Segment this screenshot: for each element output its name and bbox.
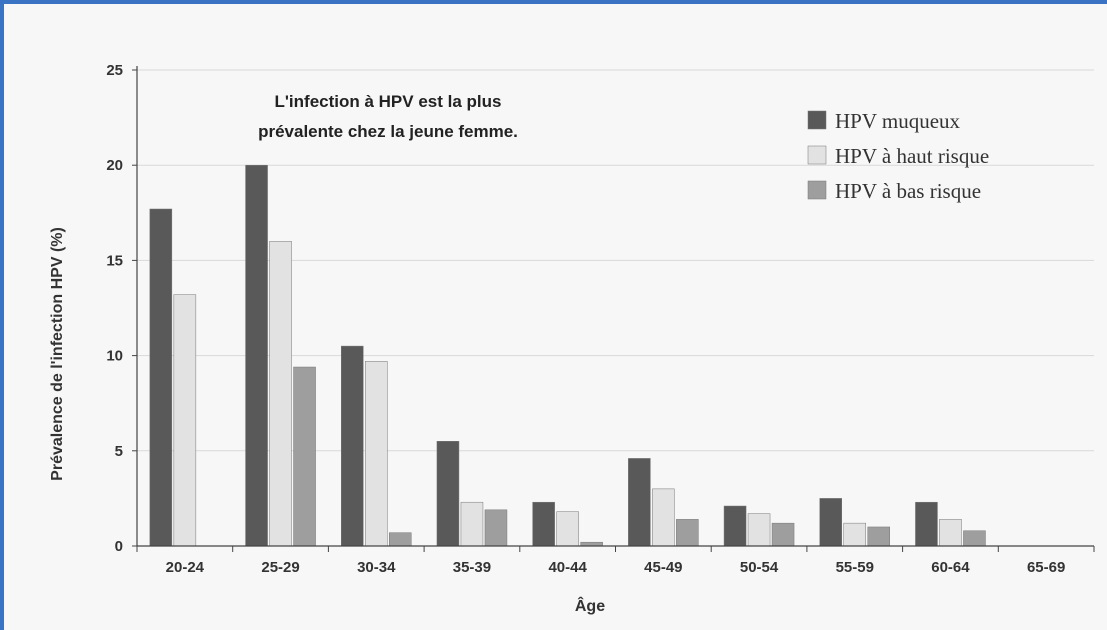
bar (245, 164, 268, 547)
legend-swatch (807, 110, 827, 130)
bar (436, 441, 460, 547)
bar (149, 208, 173, 547)
bar (747, 513, 771, 547)
x-tick-labels: 20-24 25-29 30-34 35-39 40-44 45-49 50-54 55-59… (166, 559, 1066, 576)
bar (484, 509, 508, 547)
x-axis-title: Âge (575, 596, 605, 615)
bar (771, 522, 795, 547)
bar (915, 501, 938, 547)
legend-label: HPV à bas risque (835, 179, 981, 203)
bar-chart: 0 5 10 15 20 25 20-24 25-29 30-34 35-39 40-44 45-4… (49, 62, 1095, 615)
bar (652, 488, 675, 547)
x-tick-label: 20-24 (166, 559, 205, 576)
bar (963, 530, 986, 547)
gridlines (137, 69, 1094, 452)
y-tick-labels: 0 5 10 15 20 25 (106, 62, 123, 555)
legend: HPV muqueux HPV à haut risque HPV à bas ri… (807, 109, 989, 203)
bar (819, 498, 842, 547)
bar (293, 366, 316, 547)
y-tick-label: 15 (106, 252, 123, 269)
bar (173, 294, 197, 547)
bar (365, 361, 388, 547)
legend-label: HPV muqueux (835, 109, 961, 133)
x-tick-label: 45-49 (644, 559, 682, 576)
legend-label: HPV à haut risque (835, 144, 989, 168)
bar (628, 458, 651, 547)
bar (460, 501, 484, 547)
bar (843, 522, 866, 547)
bar (341, 345, 364, 547)
bar (556, 511, 579, 547)
x-tick-label: 55-59 (836, 559, 874, 576)
bar (939, 519, 962, 547)
y-tick-label: 25 (106, 62, 123, 79)
axes (132, 66, 1095, 552)
bar (676, 519, 699, 547)
x-tick-label: 25-29 (261, 559, 299, 576)
legend-swatch (807, 180, 827, 200)
x-tick-label: 60-64 (931, 559, 970, 576)
annotation-line-2: prévalente chez la jeune femme. (258, 122, 518, 141)
y-tick-label: 5 (115, 443, 123, 460)
bar (532, 501, 555, 547)
x-tick-label: 40-44 (548, 559, 587, 576)
y-tick-label: 0 (115, 538, 123, 555)
x-tick-label: 50-54 (740, 559, 779, 576)
bar (269, 241, 292, 547)
y-tick-label: 20 (106, 157, 123, 174)
x-tick-label: 30-34 (357, 559, 396, 576)
annotation-line-1: L'infection à HPV est la plus (275, 92, 502, 111)
x-tick-label: 65-69 (1027, 559, 1065, 576)
bar (389, 532, 412, 547)
x-tick-label: 35-39 (453, 559, 491, 576)
legend-swatch (807, 145, 827, 165)
bar (723, 505, 747, 547)
y-tick-label: 10 (106, 348, 123, 365)
bar (867, 526, 890, 547)
y-axis-title: Prévalence de l'infection HPV (%) (49, 227, 66, 481)
